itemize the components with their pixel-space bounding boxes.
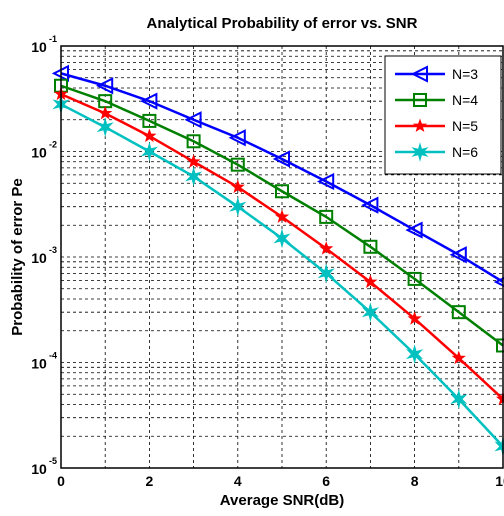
- x-tick-label: 0: [57, 473, 65, 489]
- y-tick-base: 10: [31, 461, 47, 477]
- data-point-N=5: [319, 241, 334, 255]
- data-point-N=3: [184, 111, 202, 129]
- data-point-N=5: [451, 350, 466, 365]
- x-tick-label: 6: [322, 473, 330, 489]
- data-point-N=3: [228, 129, 246, 147]
- series-markers: [51, 64, 504, 457]
- data-point-N=6: [273, 228, 291, 249]
- data-point-N=6: [361, 302, 379, 323]
- y-tick-exponent: -3: [49, 245, 57, 255]
- legend-marker: [410, 65, 428, 83]
- data-point-N=6: [450, 389, 468, 409]
- legend-box: [384, 55, 502, 175]
- legend: N=3 N=4 N=5 N=6: [384, 55, 502, 175]
- x-tick-label: 4: [234, 473, 242, 489]
- data-point-N=4: [451, 305, 466, 320]
- data-point-N=6: [140, 141, 158, 162]
- legend-label: N=4: [452, 92, 478, 108]
- legend-label: N=6: [452, 144, 478, 160]
- series-line-N=3: [60, 72, 504, 284]
- y-tick-label: 10 -4: [31, 351, 57, 372]
- data-point-N=5: [186, 154, 201, 168]
- data-point-N=6: [96, 117, 114, 138]
- y-tick-exponent: -4: [49, 351, 57, 361]
- chart-title: Analytical Probability of error vs. SNR: [147, 15, 418, 32]
- y-axis-label: Probability of error Pe: [9, 178, 26, 336]
- data-point-N=4: [230, 157, 245, 172]
- data-point-N=4: [275, 184, 289, 199]
- data-point-N=3: [272, 150, 290, 168]
- legend-label: N=3: [452, 66, 478, 82]
- data-point-N=3: [361, 196, 379, 214]
- data-point-N=5: [274, 209, 290, 223]
- data-point-N=4: [407, 271, 422, 286]
- data-point-N=4: [363, 239, 378, 254]
- data-point-N=3: [140, 92, 158, 110]
- y-tick-label: 10 -1: [31, 34, 57, 55]
- x-tick-label: 2: [146, 473, 154, 489]
- series-line-N=4: [60, 84, 504, 347]
- data-point-N=3: [316, 172, 335, 191]
- data-point-N=5: [363, 274, 378, 288]
- x-tick-labels: 0 2 4 6 8 10: [57, 473, 504, 489]
- y-tick-labels: 10-110-210-310-410-5: [31, 34, 57, 477]
- x-axis-label: Average SNR(dB): [220, 492, 344, 509]
- legend-marker: [412, 118, 428, 133]
- y-tick-base: 10: [31, 145, 47, 161]
- data-point-N=4: [319, 209, 334, 224]
- data-point-N=6: [229, 196, 247, 217]
- y-tick-label: 10 -5: [31, 456, 57, 477]
- y-tick-label: 10 -2: [31, 140, 57, 161]
- x-tick-label: 8: [411, 473, 419, 489]
- y-tick-base: 10: [31, 250, 47, 266]
- x-tick-label: 10: [495, 473, 504, 489]
- plot-frame: [60, 45, 504, 469]
- y-tick-label: 10 -3: [31, 245, 57, 266]
- data-point-N=3: [449, 246, 467, 264]
- data-point-N=5: [230, 179, 245, 194]
- data-point-N=5: [142, 128, 157, 143]
- data-point-N=3: [405, 221, 423, 239]
- legend-label: N=5: [452, 118, 478, 134]
- data-point-N=5: [407, 311, 422, 325]
- y-tick-exponent: -2: [49, 140, 57, 150]
- legend-marker: [411, 142, 429, 162]
- data-point-N=4: [186, 134, 201, 149]
- y-tick-exponent: -1: [49, 34, 57, 44]
- y-tick-exponent: -5: [49, 456, 57, 466]
- data-point-N=4: [142, 113, 157, 128]
- y-tick-base: 10: [31, 356, 47, 372]
- legend-marker: [413, 93, 427, 107]
- data-point-N=6: [185, 166, 203, 187]
- data-point-N=3: [95, 77, 114, 95]
- data-point-N=5: [98, 105, 113, 120]
- data-point-N=6: [317, 263, 335, 284]
- data-point-N=6: [406, 344, 424, 365]
- y-tick-base: 10: [31, 39, 47, 55]
